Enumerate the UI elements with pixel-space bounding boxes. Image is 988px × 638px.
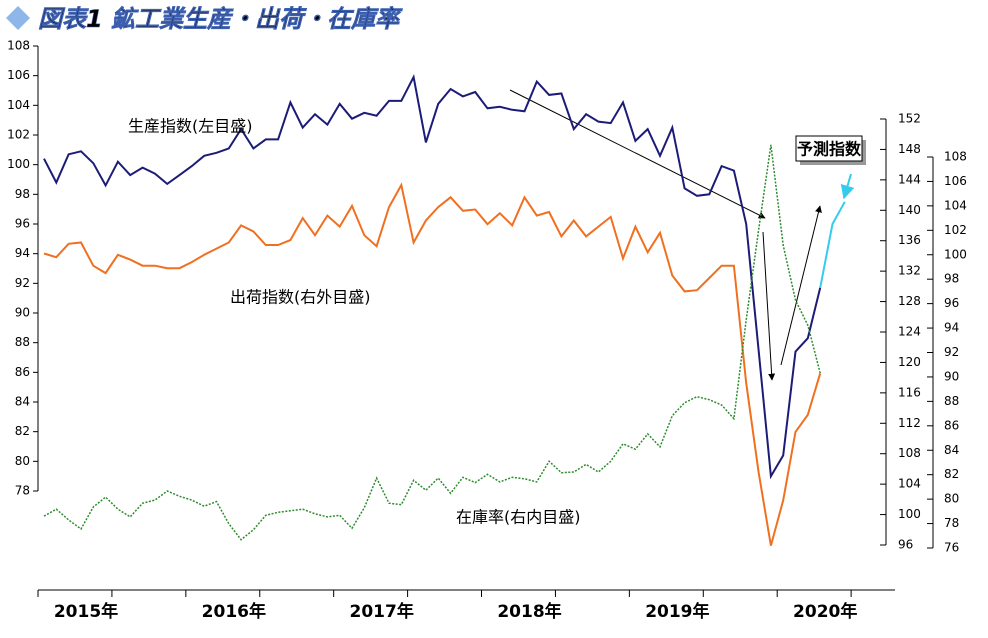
x-tick-label: 2016年 (202, 601, 266, 622)
y-tick-label: 88 (15, 335, 30, 349)
y2-tick-label: 136 (898, 233, 921, 247)
forecast-box (795, 135, 863, 162)
y-tick-label: 82 (15, 424, 30, 438)
series-line (43, 144, 821, 541)
y-tick-label: 84 (15, 395, 30, 409)
x-tick-label: 2015年 (54, 601, 118, 622)
x-tick-label: 2020年 (793, 601, 857, 622)
series-label: 予測指数 (797, 140, 862, 159)
y2-tick-label: 144 (898, 172, 921, 186)
y3-tick-label: 94 (944, 321, 959, 335)
y3-tick-label: 90 (944, 369, 959, 383)
x-tick-label: 2018年 (497, 601, 561, 622)
y2-tick-label: 120 (898, 355, 921, 369)
y3-tick-label: 104 (944, 198, 967, 212)
series-line (43, 182, 822, 546)
y2-tick-label: 116 (898, 385, 921, 399)
series-label: 生産指数(左目盛) (128, 117, 253, 136)
y3-tick-label: 100 (944, 247, 967, 261)
y2-tick-label: 148 (898, 142, 921, 156)
y3-tick-label: 88 (944, 394, 959, 408)
y-tick-label: 92 (15, 276, 30, 290)
y-tick-label: 108 (7, 39, 30, 53)
series-line (43, 74, 822, 480)
title-icon (6, 6, 30, 30)
arrow (780, 205, 822, 366)
y-tick-label: 96 (15, 217, 30, 231)
y-tick-label: 104 (7, 98, 30, 112)
series-label: 出荷指数(右外目盛) (230, 288, 371, 307)
y-tick-label: 102 (7, 128, 30, 142)
y3-tick-label: 76 (944, 541, 959, 555)
y3-tick-label: 102 (944, 223, 967, 237)
y3-tick-label: 96 (944, 296, 959, 310)
y2-tick-label: 128 (898, 294, 921, 308)
y2-tick-label: 132 (898, 264, 921, 278)
x-tick-label: 2017年 (350, 601, 414, 622)
y2-tick-label: 112 (898, 416, 921, 430)
y-tick-label: 98 (15, 187, 30, 201)
y-tick-label: 94 (15, 246, 30, 260)
y2-tick-label: 108 (898, 446, 921, 460)
y-tick-label: 80 (15, 454, 30, 468)
y3-tick-label: 78 (944, 516, 959, 530)
y2-tick-label: 152 (898, 112, 921, 126)
y3-tick-label: 80 (944, 492, 959, 506)
arrow (840, 173, 855, 200)
y3-tick-label: 106 (944, 174, 967, 188)
y2-tick-label: 96 (898, 538, 913, 552)
y2-tick-label: 124 (898, 325, 921, 339)
y3-tick-label: 82 (944, 467, 959, 481)
y3-tick-label: 92 (944, 345, 959, 359)
arrow (762, 231, 776, 381)
series-line (819, 201, 846, 288)
y-tick-label: 90 (15, 306, 30, 320)
chart-title: 図表1 鉱工業生産・出荷・在庫率 (38, 5, 403, 33)
y3-tick-label: 84 (944, 443, 959, 457)
y-tick-label: 100 (7, 157, 30, 171)
y3-tick-label: 86 (944, 418, 959, 432)
series-label: 在庫率(右内目盛) (456, 508, 581, 527)
y-tick-label: 78 (15, 484, 30, 498)
y2-tick-label: 100 (898, 507, 921, 521)
y2-tick-label: 104 (898, 477, 921, 491)
y2-tick-label: 140 (898, 203, 921, 217)
y3-tick-label: 108 (944, 150, 967, 164)
y3-tick-label: 98 (944, 272, 959, 286)
y-tick-label: 106 (7, 68, 30, 82)
x-tick-label: 2019年 (645, 601, 709, 622)
y-tick-label: 86 (15, 365, 30, 379)
arrow (509, 89, 766, 219)
